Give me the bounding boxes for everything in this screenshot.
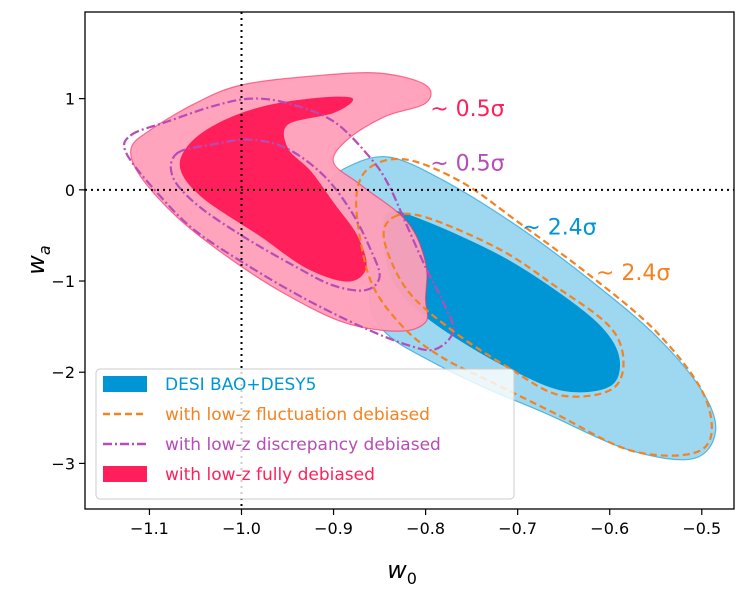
plot-frame bbox=[84, 11, 735, 510]
contour-68-with-low-z-discrepancy-debiased bbox=[169, 138, 381, 292]
annotation-layer: ~ 0.5σ ~ 0.5σ ~ 2.4σ~ 2.4σ bbox=[430, 97, 670, 286]
x-axis-ticks: −1.1 −1.0 −0.9 −0.8 −0.7 −0.6 −0.5 bbox=[130, 509, 721, 538]
y-axis-label: wa bbox=[22, 245, 54, 274]
x-tick-label: −0.5 bbox=[682, 519, 721, 538]
y-tick-label: −1 bbox=[51, 272, 75, 291]
contour-68-with-low-z-fluctuation-debiased bbox=[382, 212, 625, 398]
contour-95-with-low-z-fluctuation-debiased bbox=[355, 157, 713, 457]
sigma-annotation: ~ 0.5σ bbox=[430, 151, 504, 176]
x-axis-label-main: w bbox=[387, 556, 407, 584]
legend: DESI BAO+DESY5 with low-z fluctuation deb… bbox=[95, 368, 515, 500]
x-tick-label: −0.8 bbox=[406, 519, 445, 538]
legend-swatch bbox=[103, 376, 147, 392]
sigma-annotation: ~ 2.4σ bbox=[596, 261, 670, 286]
legend-box bbox=[95, 368, 515, 500]
legend-label: DESI BAO+DESY5 bbox=[165, 375, 316, 395]
x-tick-label: −1.0 bbox=[222, 519, 261, 538]
sigma-annotation: ~ 0.5σ bbox=[430, 97, 504, 122]
y-tick-label: 0 bbox=[65, 181, 75, 200]
x-axis-label: w0 bbox=[387, 556, 417, 588]
contour-95-with-low-z-discrepancy-debiased bbox=[122, 97, 455, 352]
y-tick-label: −2 bbox=[51, 363, 75, 382]
x-tick-label: −1.1 bbox=[130, 519, 169, 538]
y-axis-ticks: 1 0 −1 −2 −3 bbox=[51, 90, 85, 473]
x-tick-label: −0.7 bbox=[498, 519, 537, 538]
legend-label: with low-z fluctuation debiased bbox=[165, 405, 430, 425]
y-axis-label-main: w bbox=[22, 255, 50, 275]
contour-layer bbox=[122, 72, 717, 461]
x-tick-label: −0.6 bbox=[590, 519, 629, 538]
legend-label: with low-z fully debiased bbox=[165, 465, 375, 485]
x-tick-label: −0.9 bbox=[314, 519, 353, 538]
contour-68-with-low-z-fully-debiased bbox=[179, 96, 367, 282]
y-tick-label: −3 bbox=[51, 454, 75, 473]
y-axis-label-subscript: a bbox=[35, 245, 54, 255]
legend-label: with low-z discrepancy debiased bbox=[165, 435, 441, 455]
y-tick-label: 1 bbox=[65, 90, 75, 109]
sigma-annotation: ~ 2.4σ bbox=[522, 215, 596, 240]
x-axis-label-subscript: 0 bbox=[407, 569, 417, 588]
legend-swatch bbox=[103, 466, 147, 482]
